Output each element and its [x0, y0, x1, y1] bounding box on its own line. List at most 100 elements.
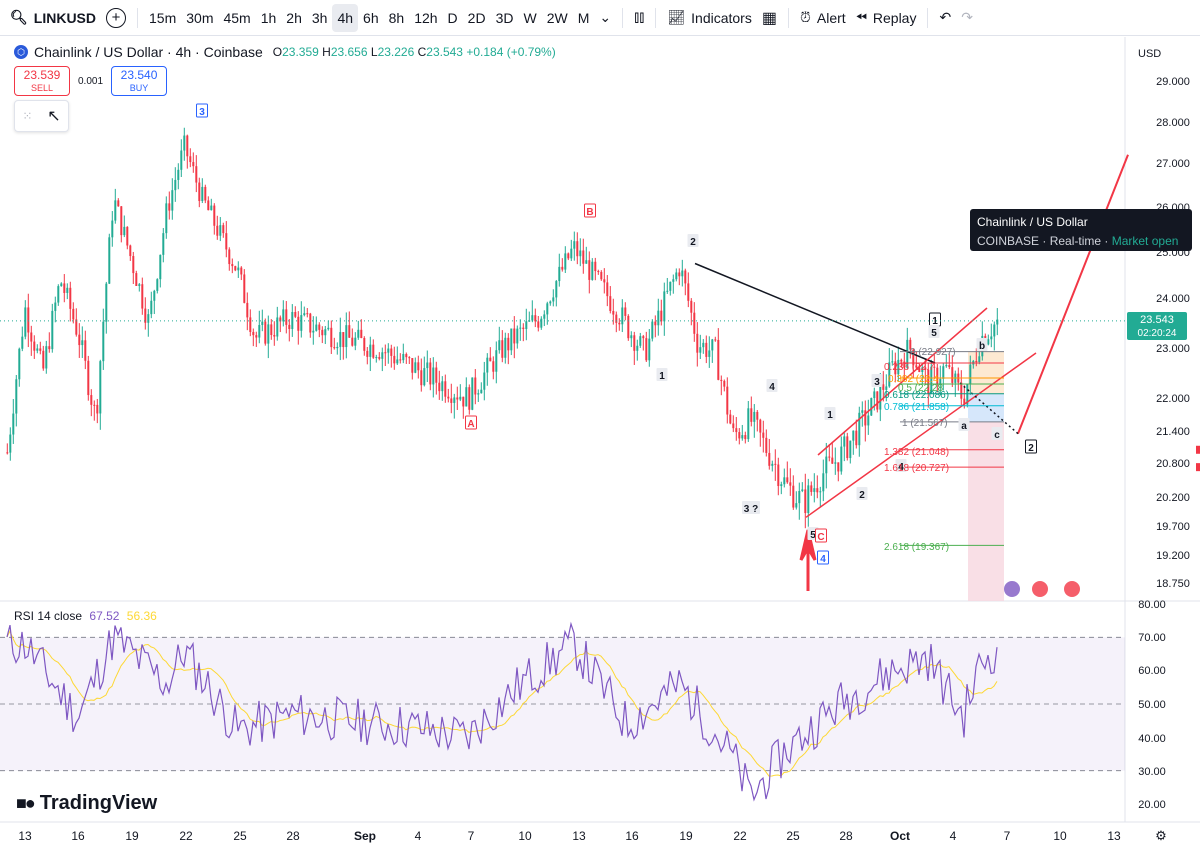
chart-type-button[interactable]: ⫾⫾ — [629, 0, 649, 36]
wave-label-box[interactable] — [465, 415, 477, 430]
candle-body — [522, 327, 525, 330]
candle-body — [627, 315, 630, 339]
wave-label-box[interactable] — [871, 374, 883, 387]
interval-4h[interactable]: 4h — [332, 3, 359, 32]
wave-label-box[interactable] — [687, 234, 699, 247]
wave-label[interactable]: a — [961, 421, 967, 432]
buy-button[interactable]: 23.540 BUY — [111, 66, 168, 96]
replay-button[interactable]: ⏪︎ Replay — [851, 0, 922, 36]
interval-1h[interactable]: 1h — [260, 9, 277, 26]
candle-body — [237, 267, 240, 271]
wave-label[interactable]: B — [586, 207, 593, 218]
candle-body — [750, 408, 753, 422]
candle-body — [477, 393, 480, 395]
interval-3D[interactable]: 3D — [495, 9, 514, 26]
interval-D[interactable]: D — [447, 9, 458, 26]
candle-body — [321, 329, 324, 336]
interval-M[interactable]: M — [577, 9, 590, 26]
settings-icon[interactable]: ⚙ — [1155, 828, 1167, 843]
interval-2h[interactable]: 2h — [286, 9, 302, 26]
sell-button[interactable]: 23.539 SELL — [14, 66, 70, 96]
interval-30m[interactable]: 30m — [186, 9, 214, 26]
wave-label[interactable]: 2 — [859, 490, 865, 501]
candle-body — [573, 241, 576, 249]
wave-label-box[interactable] — [824, 407, 836, 420]
indicators-button[interactable]: 📈︎ Indicators — [662, 0, 756, 36]
interval-6h[interactable]: 6h — [363, 9, 379, 26]
wave-label-box[interactable] — [742, 501, 760, 514]
interval-2W[interactable]: 2W — [546, 9, 568, 26]
cursor-icon[interactable]: ↖ — [47, 108, 61, 125]
wave-label[interactable]: 5 — [931, 328, 937, 339]
price-tick-label: 28.000 — [1156, 117, 1190, 129]
compare-button[interactable]: + — [101, 0, 131, 36]
candle-body — [6, 452, 9, 454]
wave-label[interactable]: 5 — [810, 530, 816, 541]
wave-label[interactable]: 1 — [659, 371, 665, 382]
us-flag-event-icon[interactable] — [1064, 581, 1080, 597]
wave-label[interactable]: 2 — [1028, 443, 1034, 454]
wave-label[interactable]: 4 — [820, 554, 826, 565]
candle-body — [270, 324, 273, 336]
us-flag-event-icon[interactable] — [1032, 581, 1048, 597]
candle-body — [789, 482, 792, 486]
currency-label[interactable]: USD — [1138, 48, 1161, 60]
candle-body — [162, 233, 165, 255]
wave-label-box[interactable] — [958, 418, 970, 431]
symbol-search[interactable]: 🔍︎ LINKUSD — [0, 0, 101, 36]
candle-body — [987, 339, 990, 345]
up-arrow-icon[interactable] — [799, 529, 817, 591]
rsi-legend[interactable]: RSI 14 close 67.52 56.36 — [14, 609, 157, 623]
wave-label[interactable]: 1 — [932, 316, 938, 327]
wave-label[interactable]: A — [467, 419, 474, 430]
projection-line[interactable] — [1017, 154, 1129, 435]
wave-label-box[interactable] — [1025, 439, 1037, 454]
alert-button[interactable]: ⏰︎ Alert — [795, 0, 851, 36]
wave-label[interactable]: 2 — [690, 237, 696, 248]
interval-dropdown-button[interactable]: ⌄ — [594, 0, 616, 36]
wave-label[interactable]: C — [817, 532, 824, 543]
candle-body — [576, 241, 579, 257]
wave-label-box[interactable] — [976, 338, 988, 351]
wave-label[interactable]: 3 — [874, 377, 880, 388]
wave-label[interactable]: c — [994, 430, 1000, 441]
wave-label[interactable]: b — [979, 341, 985, 352]
wave-label-box[interactable] — [928, 325, 940, 338]
wave-label-box[interactable] — [656, 368, 668, 381]
wave-label[interactable]: 1 — [827, 410, 833, 421]
fib-zone — [968, 351, 1004, 394]
wave-label-box[interactable] — [766, 379, 778, 392]
interval-8h[interactable]: 8h — [388, 9, 405, 26]
wave-label-box[interactable] — [817, 550, 829, 565]
drag-handle-icon[interactable]: ⁙ — [22, 109, 33, 123]
wave-label-box[interactable] — [856, 487, 868, 500]
wave-label-box[interactable] — [991, 427, 1003, 440]
tradingview-logo[interactable]: ■● TradingView — [16, 792, 157, 815]
candle-body — [414, 362, 417, 373]
layouts-button[interactable]: ▦ — [757, 0, 782, 36]
interval-45m[interactable]: 45m — [223, 9, 251, 26]
interval-2D[interactable]: 2D — [467, 9, 486, 26]
wave-label[interactable]: 3 — [199, 107, 205, 118]
wave-label[interactable]: 4 — [769, 382, 775, 393]
candle-body — [180, 150, 183, 170]
interval-W[interactable]: W — [523, 9, 537, 26]
channel-upper-line[interactable] — [817, 307, 988, 456]
interval-12h[interactable]: 12h — [414, 9, 438, 26]
wave-label[interactable]: 4 — [898, 462, 904, 473]
dividend-event-icon[interactable] — [1004, 581, 1020, 597]
candle-body — [609, 296, 612, 311]
interval-15m[interactable]: 15m — [149, 9, 177, 26]
interval-3h[interactable]: 3h — [311, 9, 328, 26]
wave-label[interactable]: 3 ? — [744, 504, 758, 515]
wave-label-box[interactable] — [815, 528, 827, 543]
symbol-legend[interactable]: ⬡ Chainlink / US Dollar · 4h · Coinbase … — [14, 44, 556, 60]
redo-button[interactable]: ↷ — [956, 0, 978, 36]
channel-lower-line[interactable] — [805, 352, 1037, 518]
undo-button[interactable]: ↶ — [934, 0, 956, 36]
wave-label-box[interactable] — [584, 203, 596, 218]
wave-label-box[interactable] — [895, 459, 907, 472]
trend-line[interactable] — [694, 262, 936, 364]
wave-label-box[interactable] — [196, 103, 208, 118]
